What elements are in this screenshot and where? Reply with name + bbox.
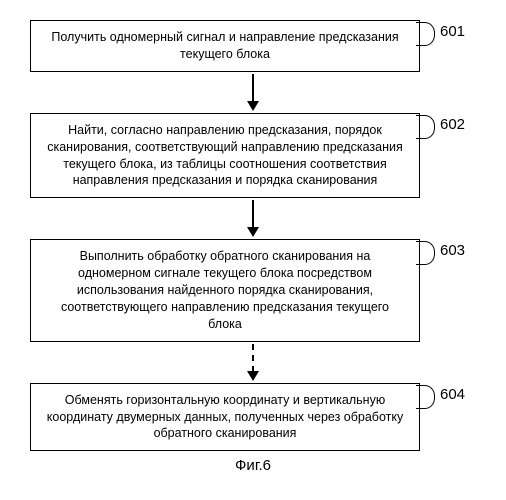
arrow-head-icon [247, 101, 259, 111]
node-row-4: Обменять горизонтальную координату и вер… [30, 383, 476, 452]
node-row-2: Найти, согласно направлению предсказания… [30, 113, 476, 199]
node-label-callout: 603 [426, 239, 476, 265]
flow-node: Найти, согласно направлению предсказания… [30, 113, 420, 199]
node-label: 604 [440, 386, 465, 403]
node-label: 602 [440, 116, 465, 133]
node-label: 603 [440, 242, 465, 259]
flow-node: Получить одномерный сигнал и направление… [30, 20, 420, 72]
node-label-callout: 601 [426, 20, 476, 46]
node-row-3: Выполнить обработку обратного сканирован… [30, 239, 476, 341]
flowchart-container: Получить одномерный сигнал и направление… [30, 20, 476, 474]
arrow-head-icon [247, 227, 259, 237]
arrow-dashed [247, 344, 259, 381]
node-row-1: Получить одномерный сигнал и направление… [30, 20, 476, 72]
arrow-line-dashed [252, 344, 254, 372]
flow-node: Выполнить обработку обратного сканирован… [30, 239, 420, 341]
figure-caption: Фиг.6 [235, 457, 271, 474]
arrow-line [252, 200, 254, 228]
node-text: Получить одномерный сигнал и направление… [51, 30, 398, 61]
flow-node: Обменять горизонтальную координату и вер… [30, 383, 420, 452]
arrow-head-icon [247, 371, 259, 381]
arrow-line [252, 74, 254, 102]
arrow-solid [247, 200, 259, 237]
arrow-solid [247, 74, 259, 111]
node-text: Найти, согласно направлению предсказания… [47, 123, 403, 188]
node-text: Выполнить обработку обратного сканирован… [61, 249, 389, 331]
node-label-callout: 602 [426, 113, 476, 139]
node-label-callout: 604 [426, 383, 476, 409]
node-text: Обменять горизонтальную координату и вер… [47, 393, 403, 441]
node-label: 601 [440, 23, 465, 40]
